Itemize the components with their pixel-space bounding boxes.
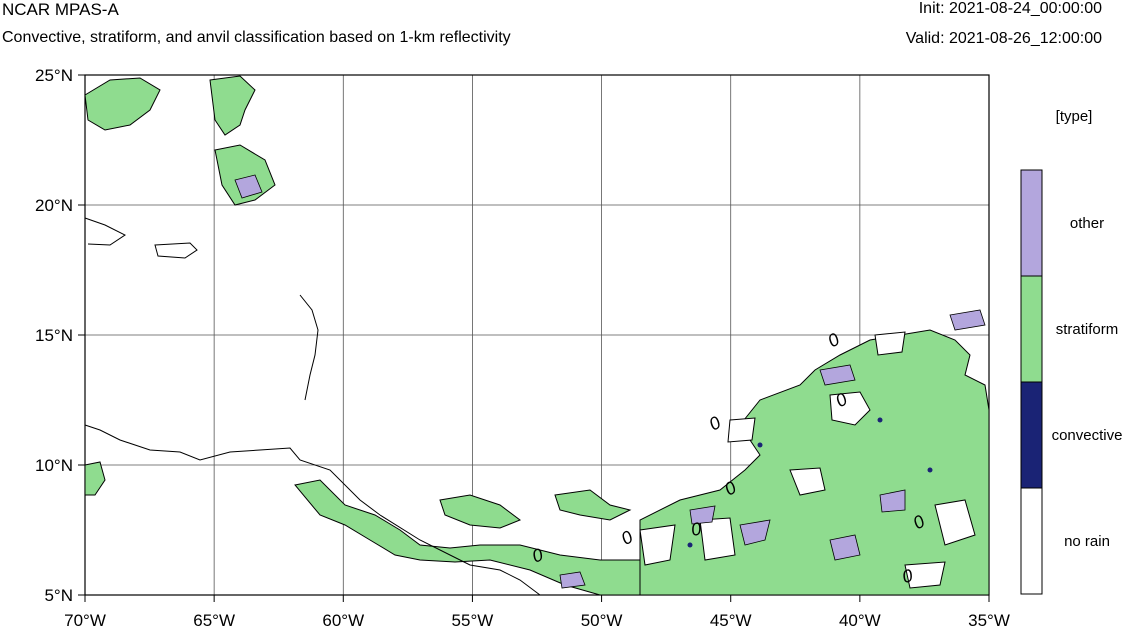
- south-america-coast: [84, 424, 541, 596]
- caribbean-island: [84, 217, 126, 246]
- no-rain-hole: [699, 517, 736, 561]
- axis-ticks: 70°W 65°W 60°W 55°W 50°W 45°W 40°W 35°W 25°N 20°N…: [35, 66, 1010, 630]
- coastlines: [84, 217, 541, 596]
- legend-label: stratiform: [1056, 321, 1119, 338]
- x-tick-label: 55°W: [452, 611, 494, 630]
- convective-cell: [927, 467, 933, 473]
- other-patch: [234, 174, 263, 199]
- caribbean-island: [154, 242, 198, 259]
- convective-cell: [757, 442, 763, 448]
- no-rain-hole: [874, 331, 906, 356]
- other-patch: [879, 489, 906, 513]
- no-rain-hole: [727, 417, 756, 443]
- y-tick-label: 10°N: [35, 456, 73, 475]
- legend-swatch: [1020, 381, 1043, 489]
- legend-label: convective: [1052, 427, 1123, 444]
- x-tick-label: 65°W: [193, 611, 235, 630]
- legend-swatch: [1020, 487, 1043, 595]
- x-tick-label: 50°W: [581, 611, 623, 630]
- valid-time: Valid: 2021-08-26_12:00:00: [905, 30, 1102, 47]
- stratiform-cluster: [84, 77, 161, 131]
- x-tick-label: 45°W: [710, 611, 752, 630]
- no-rain-hole: [789, 467, 826, 496]
- plot-subtitle: Convective, stratiform, and anvil classi…: [2, 29, 511, 46]
- x-tick-label: 40°W: [839, 611, 881, 630]
- y-tick-label: 20°N: [35, 196, 73, 215]
- stratiform-cluster: [209, 75, 256, 136]
- other-patch: [949, 309, 986, 331]
- no-rain-hole: [904, 561, 946, 589]
- stratiform-band: [439, 494, 522, 529]
- stratiform-cluster: [84, 461, 106, 496]
- other-patch: [829, 534, 861, 561]
- stratiform-region: [639, 329, 990, 596]
- legend-swatch: [1020, 275, 1043, 383]
- init-time: Init: 2021-08-24_00:00:00: [918, 0, 1102, 17]
- no-rain-hole: [639, 524, 676, 566]
- no-rain-hole: [829, 391, 871, 426]
- contour-zero-label: 0: [689, 519, 702, 540]
- other-patch: [819, 364, 856, 386]
- contour-zero-label: 0: [618, 527, 637, 549]
- no-rain-hole: [934, 499, 976, 546]
- stratiform-band: [554, 489, 632, 521]
- legend-swatch: [1020, 169, 1043, 277]
- y-tick-label: 5°N: [44, 586, 73, 605]
- contour-zero-label: 0: [824, 329, 843, 351]
- x-tick-label: 70°W: [64, 611, 106, 630]
- legend-label: other: [1070, 215, 1104, 232]
- convective-cell: [877, 417, 883, 423]
- other-patch: [739, 519, 771, 546]
- y-tick-label: 25°N: [35, 66, 73, 85]
- contour-zero-label: 0: [705, 412, 724, 434]
- other-patch: [559, 571, 586, 589]
- x-tick-label: 35°W: [968, 611, 1010, 630]
- legend-title: [type]: [1056, 108, 1093, 125]
- contour-zero-label: 0: [900, 565, 915, 587]
- y-tick-label: 15°N: [35, 326, 73, 345]
- convective-cell: [687, 542, 693, 548]
- model-title: NCAR MPAS-A: [2, 0, 119, 19]
- stratiform-band: [294, 479, 641, 596]
- other-patch: [689, 505, 716, 525]
- precip-regions: [84, 75, 990, 596]
- x-tick-label: 60°W: [322, 611, 364, 630]
- legend: [type] other stratiform convective no rain: [1020, 108, 1123, 595]
- caribbean-island: [299, 294, 319, 401]
- legend-label: no rain: [1064, 533, 1110, 550]
